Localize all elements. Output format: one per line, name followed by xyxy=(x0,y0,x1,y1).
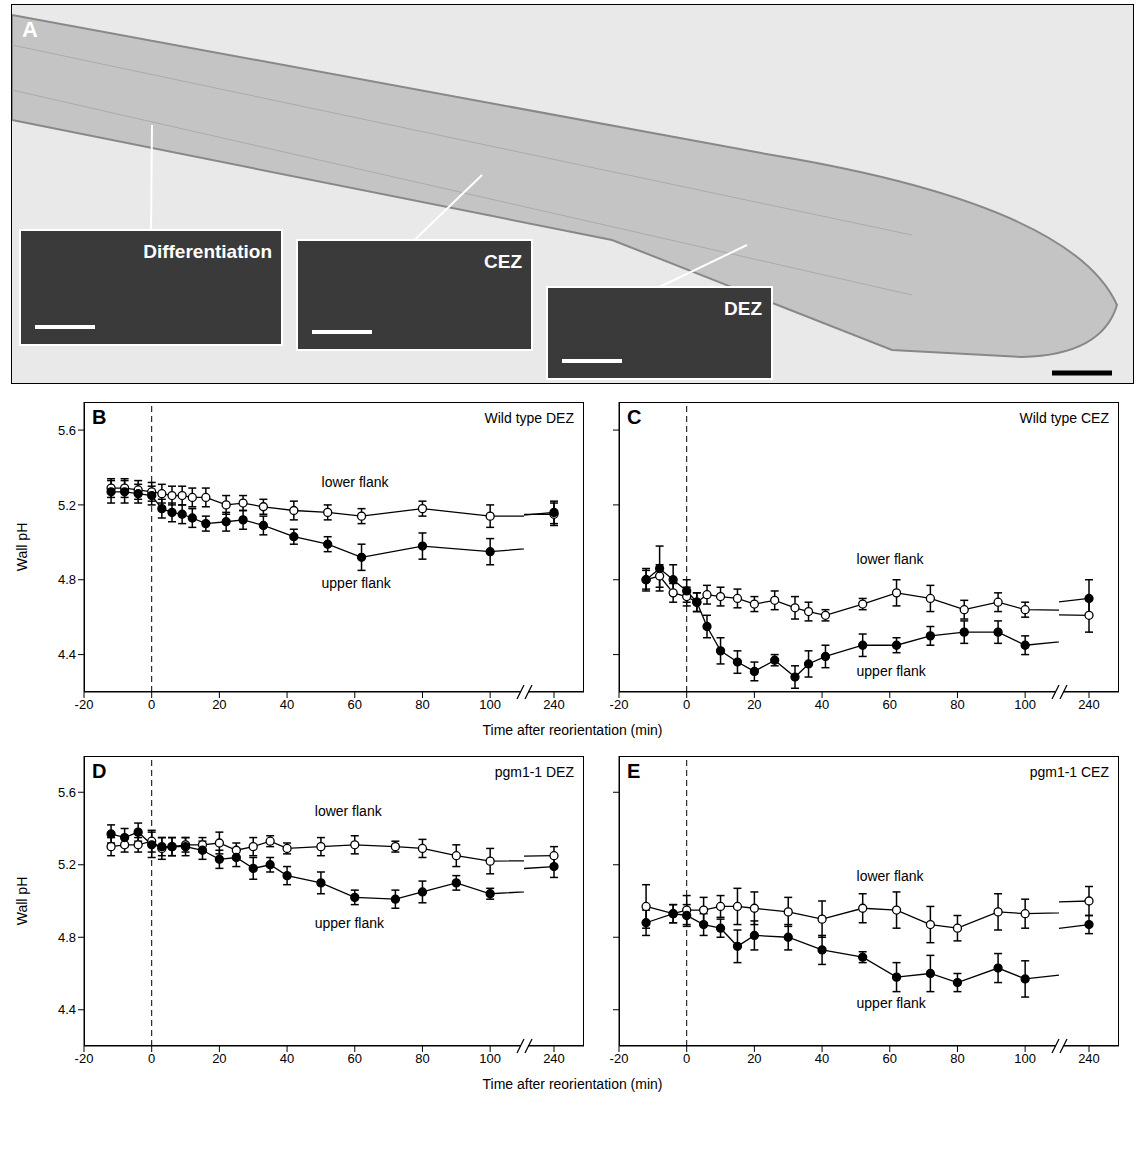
svg-text:100: 100 xyxy=(479,1051,501,1066)
svg-text:40: 40 xyxy=(815,697,829,712)
svg-text:40: 40 xyxy=(280,1051,294,1066)
html-text:lower flank: lower flank xyxy=(321,474,389,491)
svg-text:5.2: 5.2 xyxy=(58,498,76,513)
html-text:B: B xyxy=(92,406,107,428)
svg-text:240: 240 xyxy=(543,697,565,712)
svg-text:-20: -20 xyxy=(75,1051,94,1066)
svg-text:4.8: 4.8 xyxy=(58,572,76,587)
svg-text:5.6: 5.6 xyxy=(58,785,76,800)
svg-text:20: 20 xyxy=(212,1051,226,1066)
html-text:upper flank: upper flank xyxy=(314,915,384,932)
svg-text:100: 100 xyxy=(1014,697,1036,712)
svg-text:100: 100 xyxy=(479,697,501,712)
svg-text:-20: -20 xyxy=(610,1051,629,1066)
html-text:lower flank: lower flank xyxy=(856,550,924,567)
svg-text:80: 80 xyxy=(950,697,964,712)
svg-text:5.2: 5.2 xyxy=(58,857,76,872)
svg-text:80: 80 xyxy=(415,1051,429,1066)
svg-text:A: A xyxy=(22,17,38,42)
svg-text:5.6: 5.6 xyxy=(58,423,76,438)
svg-text:-20: -20 xyxy=(610,697,629,712)
html-text:E: E xyxy=(627,760,641,782)
svg-text:80: 80 xyxy=(415,697,429,712)
svg-text:Wall pH: Wall pH xyxy=(14,877,30,926)
html-text:D: D xyxy=(92,760,107,782)
svg-text:240: 240 xyxy=(543,1051,565,1066)
html-text:pgm1-1 CEZ: pgm1-1 CEZ xyxy=(1029,764,1109,780)
svg-text:20: 20 xyxy=(747,697,761,712)
html-text:Wild type DEZ: Wild type DEZ xyxy=(484,410,574,426)
svg-text:20: 20 xyxy=(747,1051,761,1066)
svg-text:DEZ: DEZ xyxy=(724,298,762,319)
html-text:pgm1-1 DEZ: pgm1-1 DEZ xyxy=(494,764,574,780)
html-text:Time after reorientation (min): Time after reorientation (min) xyxy=(482,722,663,738)
svg-text:0: 0 xyxy=(683,1051,690,1066)
html-text:upper flank: upper flank xyxy=(856,663,926,680)
html-text:Wild type CEZ: Wild type CEZ xyxy=(1019,410,1109,426)
svg-text:Differentiation: Differentiation xyxy=(143,241,272,262)
html-text:upper flank: upper flank xyxy=(856,995,926,1012)
svg-text:240: 240 xyxy=(1078,697,1100,712)
html-text:lower flank: lower flank xyxy=(856,868,924,885)
svg-text:40: 40 xyxy=(815,1051,829,1066)
svg-text:80: 80 xyxy=(950,1051,964,1066)
svg-text:Wall pH: Wall pH xyxy=(14,523,30,572)
svg-text:4.4: 4.4 xyxy=(58,647,76,662)
html-text:upper flank: upper flank xyxy=(321,575,391,592)
svg-text:40: 40 xyxy=(280,697,294,712)
html-text:C: C xyxy=(627,406,642,428)
html-text:lower flank: lower flank xyxy=(314,802,382,819)
svg-text:60: 60 xyxy=(348,1051,362,1066)
svg-text:20: 20 xyxy=(212,697,226,712)
svg-text:60: 60 xyxy=(883,1051,897,1066)
svg-text:60: 60 xyxy=(348,697,362,712)
svg-text:0: 0 xyxy=(683,697,690,712)
html-text:Time after reorientation (min): Time after reorientation (min) xyxy=(482,1076,663,1092)
svg-text:60: 60 xyxy=(883,697,897,712)
svg-text:4.8: 4.8 xyxy=(58,930,76,945)
svg-text:240: 240 xyxy=(1078,1051,1100,1066)
svg-text:0: 0 xyxy=(148,697,155,712)
svg-text:0: 0 xyxy=(148,1051,155,1066)
svg-text:CEZ: CEZ xyxy=(484,251,522,272)
svg-text:100: 100 xyxy=(1014,1051,1036,1066)
svg-text:4.4: 4.4 xyxy=(58,1002,76,1017)
svg-text:-20: -20 xyxy=(75,697,94,712)
